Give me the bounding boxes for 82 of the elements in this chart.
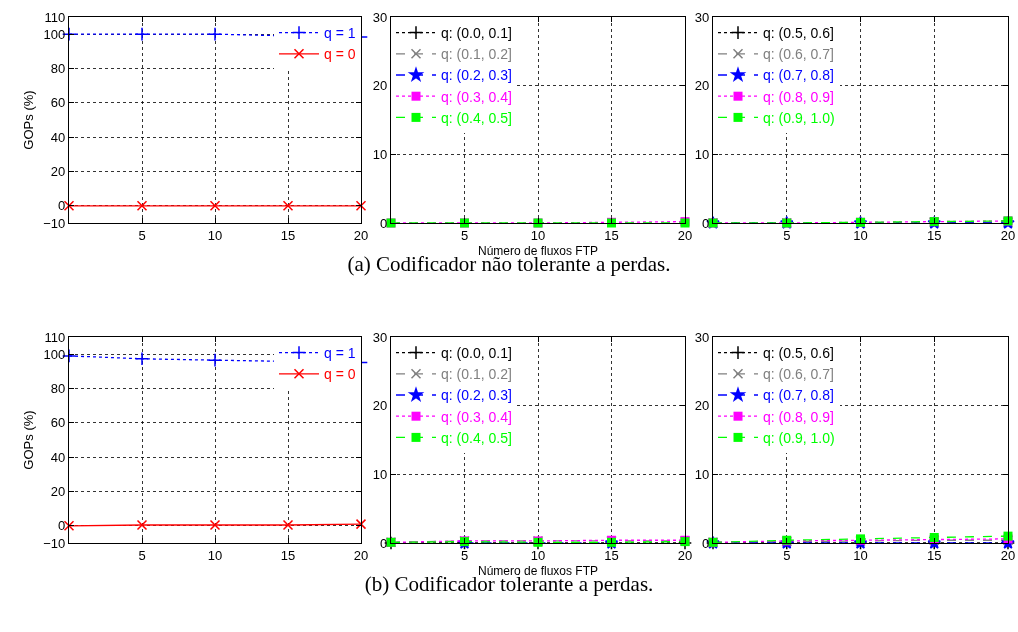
- y-tick-label: 20: [694, 398, 710, 414]
- legend-label: q: (0.3, 0.4]: [441, 88, 512, 105]
- y-tick-label: 20: [50, 484, 66, 500]
- x-tick-label: 20: [677, 547, 693, 563]
- x-tick-label: 5: [138, 227, 146, 243]
- y-tick-label: 10: [372, 466, 388, 482]
- y-tick-label: 20: [50, 164, 66, 180]
- legend-label: q: (0.6, 0.7]: [763, 366, 834, 383]
- y-tick-label: 100: [43, 26, 66, 42]
- x-tick-label: 20: [353, 547, 369, 563]
- y-tick-label: 60: [50, 415, 66, 431]
- legend-label: q: (0.2, 0.3]: [441, 67, 512, 84]
- legend-label: q: (0.1, 0.2]: [441, 46, 512, 63]
- y-tick-label: 10: [694, 466, 710, 482]
- x-tick-label: 10: [207, 227, 223, 243]
- legend-label: q: (0.8, 0.9]: [763, 88, 834, 105]
- legend-label: q: (0.9, 1.0): [763, 429, 835, 446]
- y-tick-label: 30: [372, 329, 388, 345]
- x-tick-label: 20: [1000, 547, 1016, 563]
- x-tick-label: 15: [280, 547, 296, 563]
- y-tick-label: 20: [372, 398, 388, 414]
- legend-label: q: (0.4, 0.5]: [441, 429, 512, 446]
- x-tick-label: 5: [783, 547, 791, 563]
- legend-label: q: (0.5, 0.6]: [763, 345, 834, 362]
- legend-label: q: (0.3, 0.4]: [441, 408, 512, 425]
- legend-label: q = 1: [324, 345, 356, 362]
- legend-label: q: (0.6, 0.7]: [763, 46, 834, 63]
- x-tick-label: 10: [853, 227, 868, 243]
- legend-label: q: (0.0, 0.1]: [441, 345, 512, 362]
- legend-label: q: (0.4, 0.5]: [441, 109, 512, 126]
- y-tick-label: 10: [372, 146, 388, 162]
- y-tick-label: 80: [50, 61, 66, 77]
- x-tick-label: 15: [280, 227, 296, 243]
- x-tick-label: 5: [460, 547, 469, 563]
- x-tick-label: 20: [677, 227, 693, 243]
- y-tick-label: 0: [701, 535, 710, 551]
- legend-label: q = 0: [324, 46, 356, 63]
- x-tick-label: 5: [460, 227, 469, 243]
- y-axis-title: GOPs (%): [21, 90, 37, 150]
- x-tick-label: 5: [783, 227, 791, 243]
- y-tick-label: −10: [43, 535, 66, 551]
- x-tick-label: 10: [530, 547, 546, 563]
- legend-label: q: (0.7, 0.8]: [763, 387, 834, 404]
- legend-label: q: (0.5, 0.6]: [763, 25, 834, 42]
- y-tick-label: 110: [44, 329, 66, 345]
- y-axis-title: GOPs (%): [21, 410, 37, 470]
- y-tick-label: 20: [372, 78, 388, 94]
- y-tick-label: 100: [43, 346, 66, 362]
- legend-label: q: (0.1, 0.2]: [441, 366, 512, 383]
- y-tick-label: 60: [50, 95, 66, 111]
- x-tick-label: 20: [353, 227, 369, 243]
- x-tick-label: 15: [927, 547, 942, 563]
- y-tick-label: −10: [43, 215, 66, 231]
- x-tick-label: 20: [1000, 227, 1016, 243]
- x-tick-label: 10: [530, 227, 546, 243]
- x-tick-label: 10: [853, 547, 868, 563]
- y-tick-label: 0: [57, 518, 66, 534]
- legend-label: q: (0.8, 0.9]: [763, 408, 834, 425]
- y-tick-label: 10: [694, 146, 710, 162]
- x-tick-label: 15: [604, 547, 619, 563]
- y-tick-label: 110: [44, 9, 66, 25]
- x-tick-label: 10: [207, 547, 223, 563]
- y-tick-label: 0: [379, 535, 388, 551]
- y-tick-label: 0: [379, 215, 388, 231]
- y-tick-label: 30: [694, 9, 710, 25]
- y-tick-label: 20: [694, 78, 710, 94]
- y-tick-label: 0: [701, 215, 710, 231]
- y-tick-label: 0: [57, 198, 66, 214]
- y-tick-label: 40: [50, 449, 66, 465]
- y-tick-label: 40: [50, 129, 66, 145]
- y-tick-label: 30: [694, 329, 710, 345]
- x-tick-label: 15: [604, 227, 619, 243]
- legend-label: q: (0.0, 0.1]: [441, 25, 512, 42]
- legend-label: q: (0.7, 0.8]: [763, 67, 834, 84]
- legend-label: q: (0.9, 1.0): [763, 109, 835, 126]
- legend-label: q: (0.2, 0.3]: [441, 387, 512, 404]
- legend-label: q = 1: [324, 25, 356, 42]
- x-tick-label: 5: [138, 547, 146, 563]
- y-tick-label: 30: [372, 9, 388, 25]
- legend-label: q = 0: [324, 366, 356, 383]
- y-tick-label: 80: [50, 381, 66, 397]
- x-tick-label: 15: [927, 227, 942, 243]
